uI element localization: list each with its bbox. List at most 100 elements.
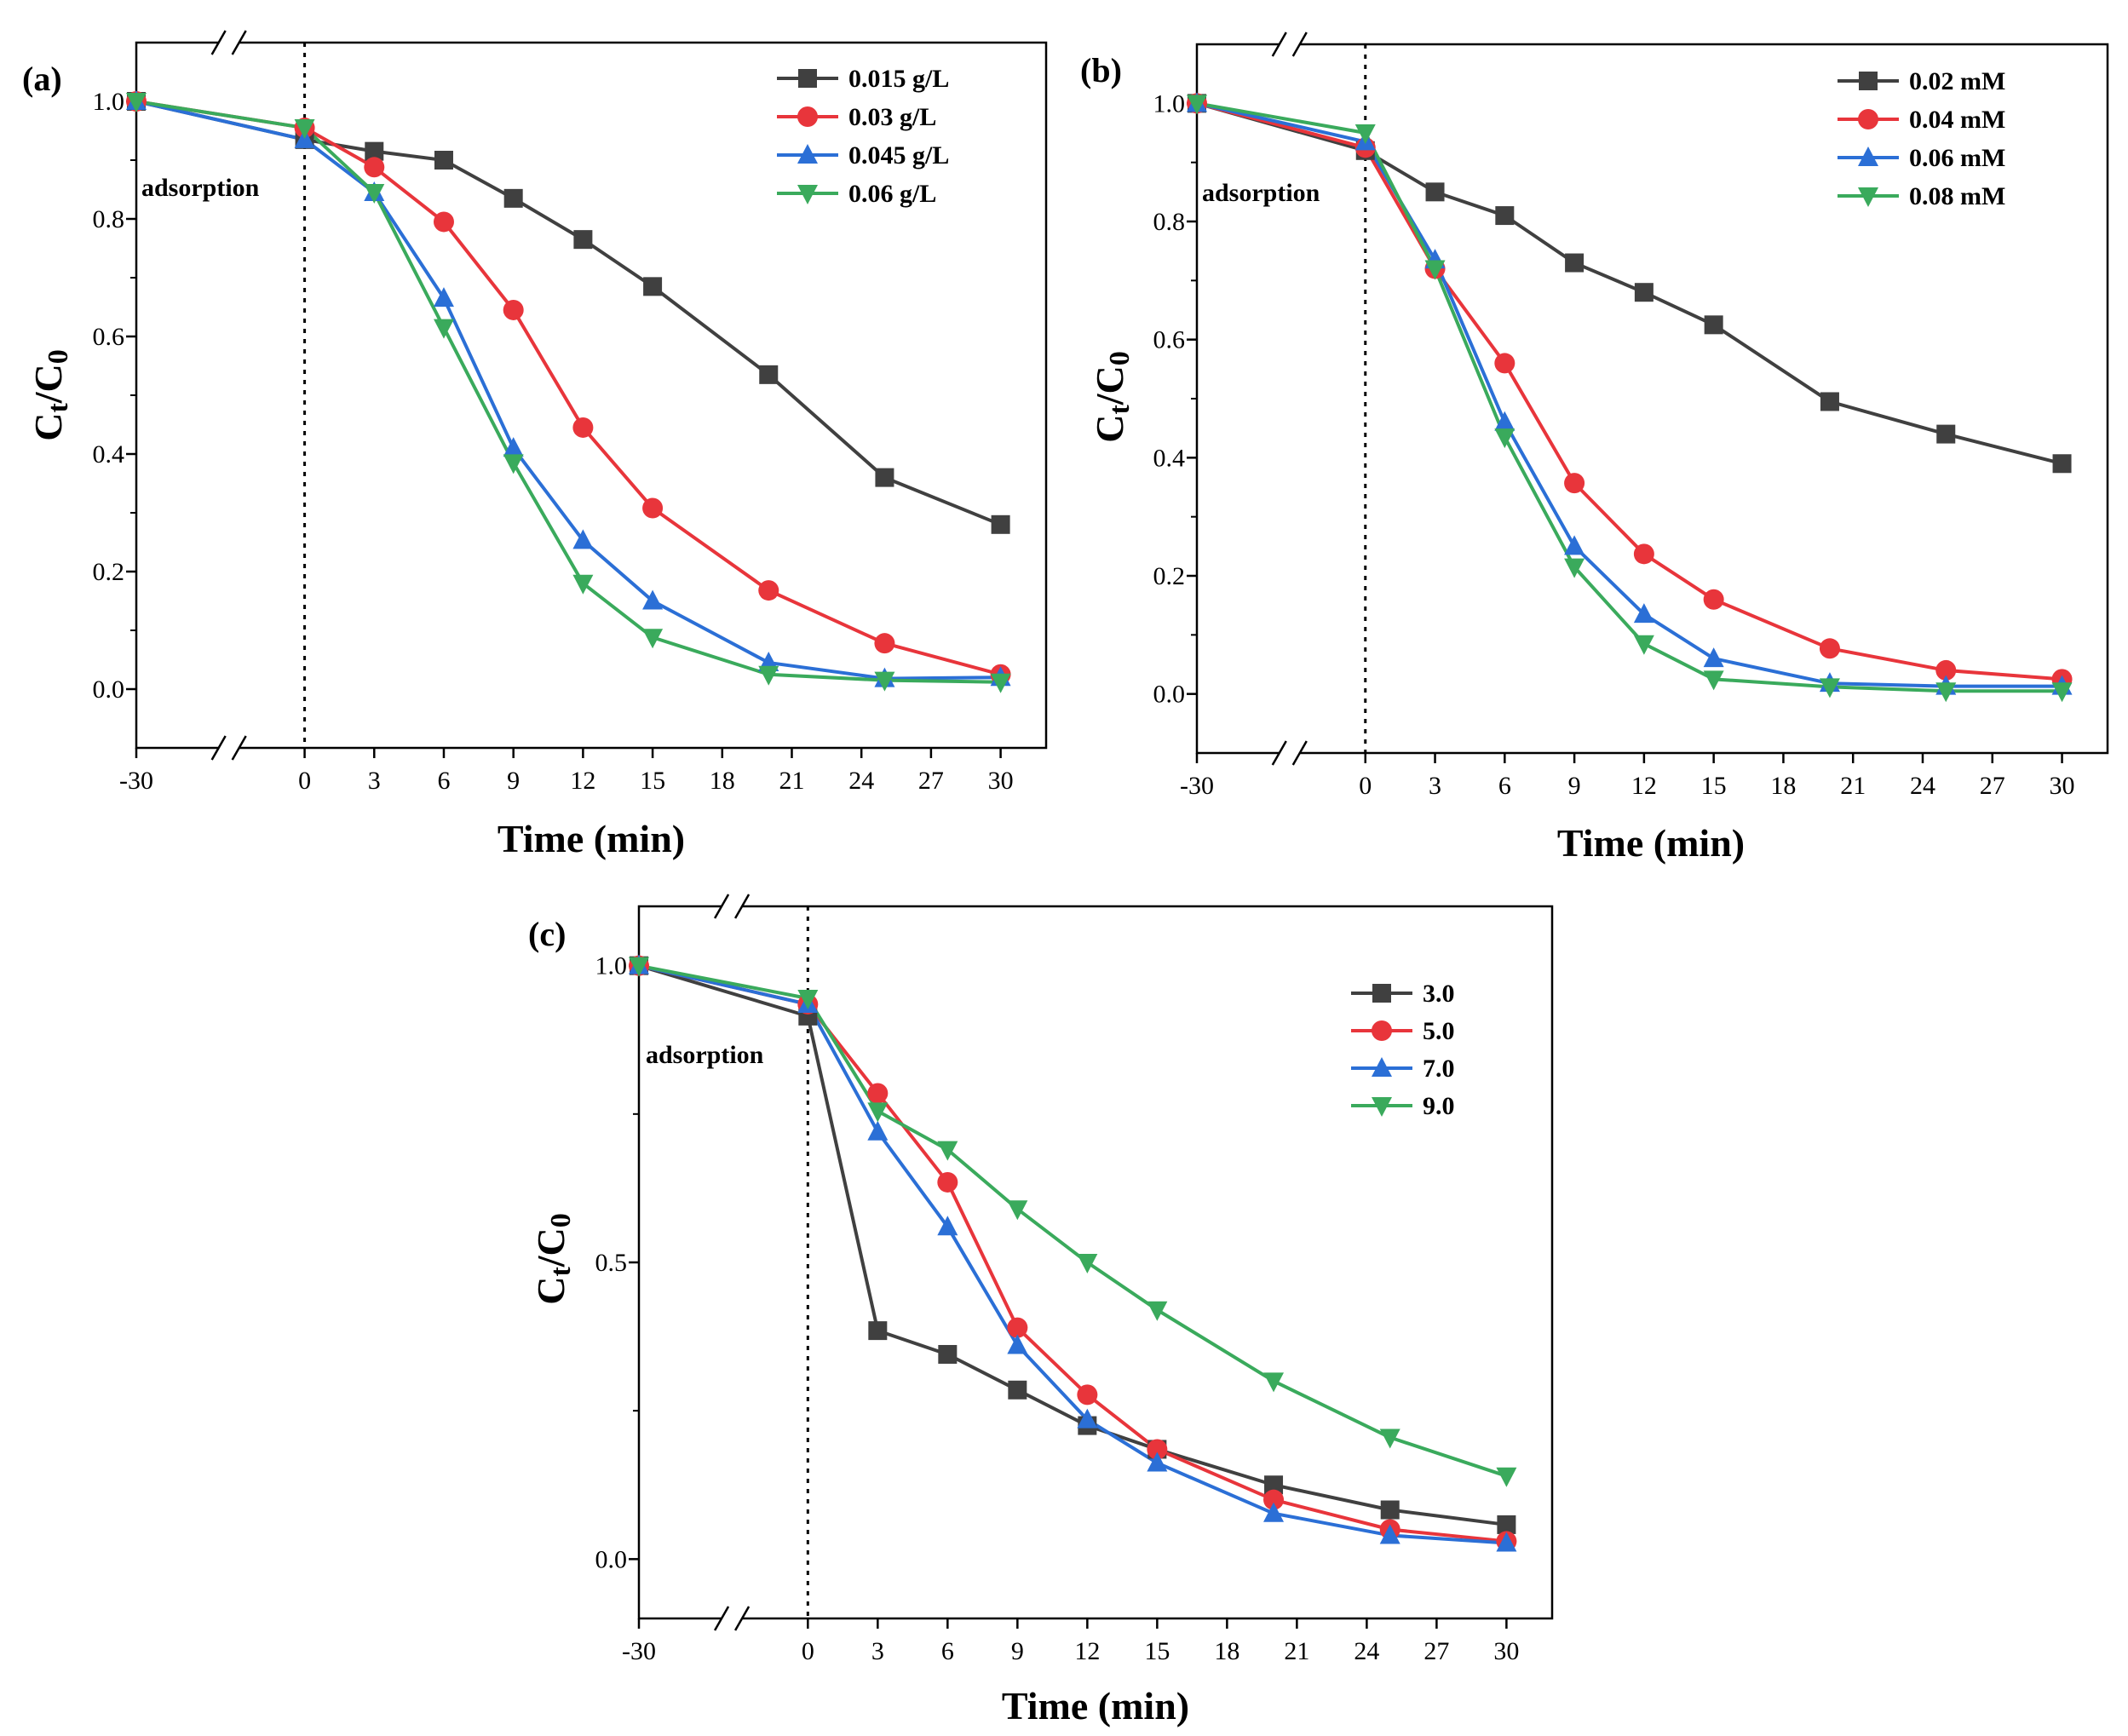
data-point-series-1: [1008, 1380, 1027, 1400]
adsorption-annotation: adsorption: [1202, 179, 1320, 207]
data-point-series-2: [867, 1083, 889, 1104]
series-line-4: [1196, 101, 2062, 693]
data-point-series-3: [1263, 1502, 1285, 1522]
data-point-series-2: [433, 211, 454, 233]
data-point-series-1: [1704, 315, 1723, 335]
y-tick-label: 0.8: [1153, 208, 1186, 236]
data-point-series-2: [937, 1171, 958, 1193]
data-point-series-1: [1936, 424, 1956, 444]
y-tick-label: 0.5: [595, 1249, 628, 1277]
x-tick-label: 9: [1011, 1637, 1024, 1665]
data-point-series-4: [433, 319, 454, 339]
panel-a: -30 0 3 6 9 12 15 18 21 24 27 30 0.0 0.2 0.4 0.6 0.8 1.0 a…: [22, 30, 1048, 860]
data-point-series-4: [867, 1102, 889, 1123]
x-tick-label: 21: [779, 767, 804, 795]
legend-entry-label: 0.02 mM: [1909, 67, 2005, 95]
axis-break-slash: [1291, 740, 1308, 766]
x-tick-label: 6: [1498, 772, 1511, 800]
x-tick-label: 18: [1214, 1637, 1239, 1665]
data-point-series-2: [1147, 1439, 1168, 1460]
data-point-series-4: [1379, 1428, 1400, 1449]
y-tick-label: 0.0: [595, 1545, 628, 1573]
top-axis-break-gap: [722, 903, 743, 910]
y-axis-title-part: t: [43, 403, 74, 413]
data-point-series-3: [937, 1216, 958, 1236]
legend-entry-label: 3.0: [1423, 980, 1455, 1008]
panel-label: (b): [1080, 51, 1122, 89]
data-point-series-2: [1494, 353, 1515, 374]
y-axis-title-part: /C: [529, 1227, 572, 1268]
axis-break-slash: [1291, 32, 1308, 57]
data-point-series-1: [573, 230, 593, 250]
data-point-series-3: [642, 589, 664, 610]
x-tick-label: 3: [1429, 772, 1441, 800]
data-point-series-2: [1263, 1489, 1285, 1510]
data-point-series-4: [629, 957, 649, 977]
legend-marker: [797, 144, 818, 164]
data-point-series-4: [758, 665, 779, 686]
data-point-series-1: [1634, 283, 1654, 302]
x-tick-label: -30: [1180, 772, 1214, 800]
series-line-2: [1196, 101, 2062, 681]
x-tick-label: 12: [570, 767, 595, 795]
data-point-series-3: [1633, 603, 1654, 624]
axis-break-slash: [210, 30, 227, 55]
y-tick-label: 0.4: [93, 440, 125, 468]
data-point-series-3: [1496, 1532, 1517, 1552]
adsorption-annotation: adsorption: [646, 1041, 764, 1069]
data-point-series-4: [1494, 428, 1515, 449]
x-tick-label: 30: [988, 767, 1014, 795]
y-axis-title: Ct/C0: [26, 349, 74, 441]
panel-c: -30 0 3 6 9 12 15 18 21 24 27 30 0.0 0.5 1.0 adsorption…: [528, 894, 1554, 1727]
series-line-1: [1196, 101, 2063, 466]
series-line-2: [135, 100, 1002, 676]
data-point-series-3: [433, 287, 454, 308]
x-tick-label: 3: [871, 1637, 884, 1665]
data-point-series-1: [1380, 1500, 1400, 1520]
data-point-series-4: [1354, 124, 1376, 144]
data-point-series-4: [1496, 1467, 1517, 1487]
data-point-series-3: [1007, 1334, 1028, 1354]
adsorption-annotation: adsorption: [141, 174, 260, 202]
x-tick-label: 6: [437, 767, 450, 795]
y-axis-title-part: C: [1088, 415, 1131, 443]
series-line-1: [638, 963, 1507, 1526]
axis-break-slash: [1271, 740, 1287, 766]
data-point-series-4: [294, 119, 315, 140]
y-axis-title-part: 0: [545, 1213, 577, 1227]
data-point-series-2: [1819, 638, 1840, 659]
y-tick-label: 0.2: [93, 558, 125, 586]
data-point-series-4: [1077, 1254, 1098, 1273]
x-tick-label: 12: [1074, 1637, 1100, 1665]
series-line-4: [638, 963, 1508, 1478]
series-line-4: [135, 100, 1001, 684]
x-tick-label: 3: [368, 767, 381, 795]
data-point-series-4: [990, 673, 1011, 693]
data-point-series-4: [1187, 95, 1207, 115]
data-point-series-3: [1147, 1451, 1168, 1472]
data-point-series-4: [572, 574, 594, 595]
axis-break-slash: [1271, 32, 1287, 57]
y-tick-label: 1.0: [93, 88, 125, 116]
x-tick-label: -30: [119, 767, 153, 795]
y-axis-title-part: t: [545, 1267, 577, 1277]
x-tick-label: 27: [918, 767, 944, 795]
x-tick-label: 15: [1701, 772, 1727, 800]
data-point-series-4: [1633, 635, 1654, 655]
y-axis-title: Ct/C0: [529, 1213, 577, 1305]
axis-break-slash: [713, 1606, 730, 1631]
x-tick-label: 15: [1144, 1637, 1170, 1665]
legend-entry-label: 0.04 mM: [1909, 106, 2005, 134]
y-tick-label: 0.0: [1153, 681, 1186, 709]
data-point-series-4: [1819, 678, 1840, 698]
y-tick-label: 0.8: [93, 205, 125, 233]
data-point-series-1: [1425, 182, 1445, 202]
y-tick-label: 0.2: [1153, 562, 1186, 590]
x-tick-label: 0: [802, 1637, 814, 1665]
data-point-series-4: [874, 671, 895, 692]
legend-entry-label: 0.045 g/L: [848, 141, 949, 170]
bottom-axis-break-gap: [1279, 750, 1300, 756]
y-axis-title-part: 0: [43, 349, 74, 364]
legend-marker: [1372, 1057, 1392, 1077]
data-point-series-1: [759, 365, 779, 384]
